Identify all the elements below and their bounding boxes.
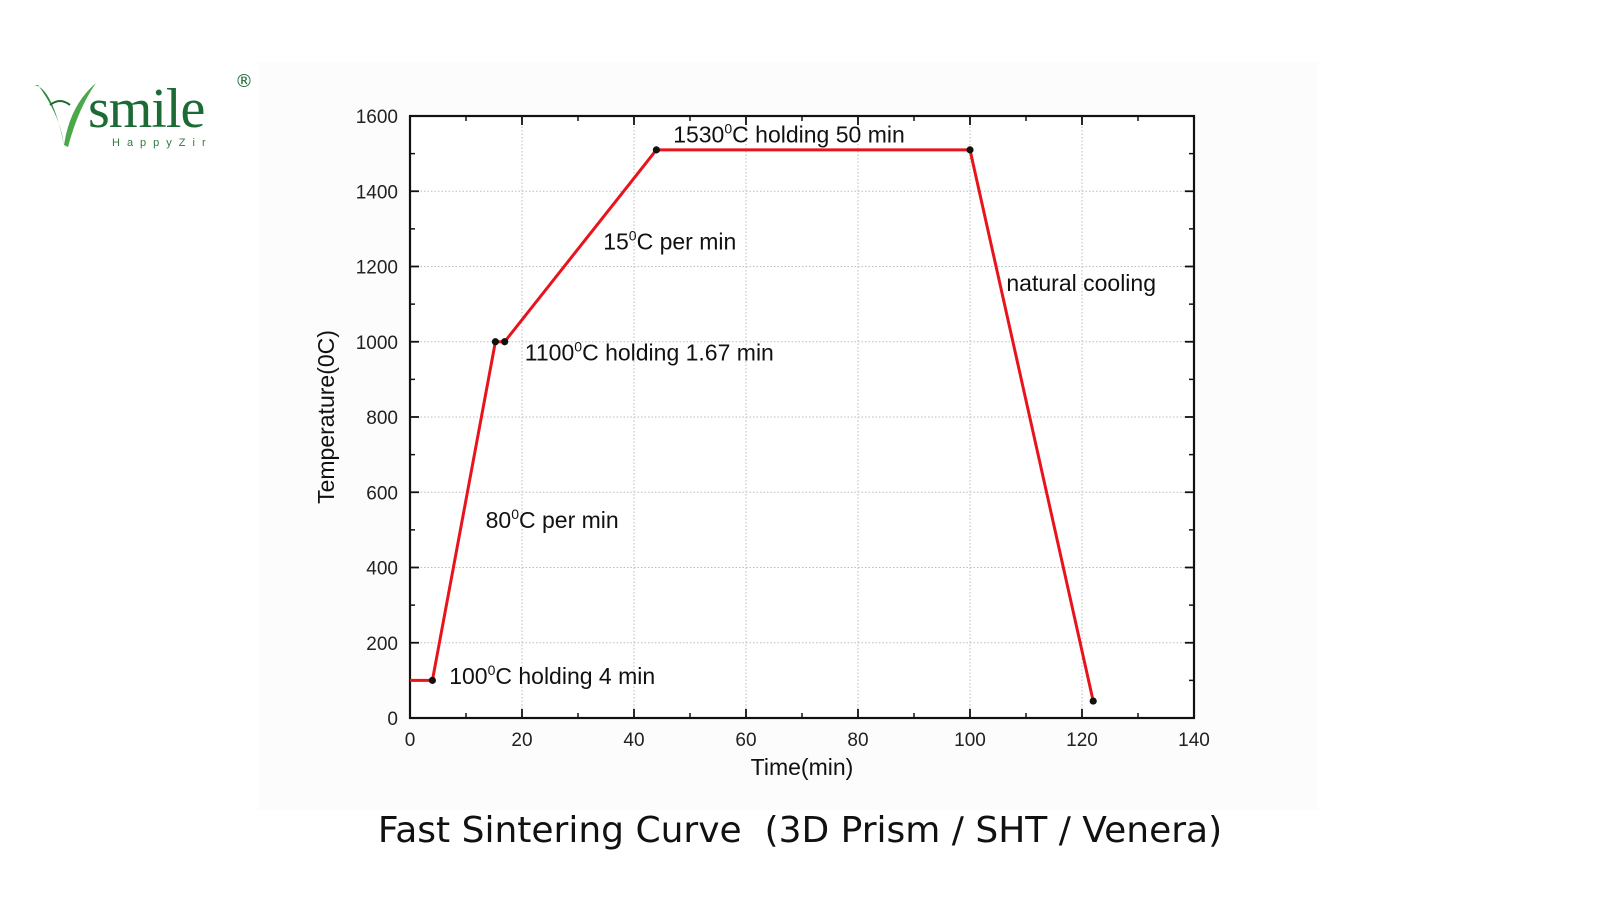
logo: smile ® HappyZir [30,71,260,165]
plot-frame [408,114,1196,720]
y-tick-label: 1000 [356,333,398,354]
y-axis-label: Temperature(0C) [313,330,339,504]
x-tick-label: 0 [405,730,416,751]
data-point-marker [428,676,436,684]
x-tick-label: 140 [1178,730,1210,751]
data-point-marker [652,146,660,154]
y-tick-label: 0 [387,709,398,730]
registered-mark: ® [235,71,253,92]
x-tick-label: 120 [1066,730,1098,751]
annotation-label: 11000C holding 1.67 min [525,339,774,366]
y-tick-label: 1400 [356,182,398,203]
y-tick-label: 400 [366,559,398,580]
chart-caption: Fast Sintering Curve (3D Prism / SHT / V… [377,810,1223,851]
y-tick-label: 800 [366,408,398,429]
leaf-v-icon [34,83,96,147]
chart-panel: 0 20 40 60 80 100 120 140 0 200 400 600 800 1000 1200 1… [258,62,1318,810]
sintering-chart: 0 20 40 60 80 100 120 1400200400600800100012001… [313,107,1210,780]
y-tick-label: 1200 [356,258,398,279]
x-tick-label: 100 [954,730,986,751]
y-tick-label: 600 [366,483,398,504]
data-point-marker [1089,697,1097,705]
x-tick-label: 80 [847,730,868,751]
x-tick-label: 60 [735,730,756,751]
data-point-marker [966,146,974,154]
annotation-label: 150C per min [603,228,736,255]
y-tick-label: 200 [366,634,398,655]
logo-tagline: HappyZir [112,137,213,149]
x-axis-label: Time(min) [751,754,854,780]
x-tick-label: 20 [511,730,532,751]
data-point-marker [501,338,509,346]
annotation-label: natural cooling [1006,270,1156,296]
annotation-label: 15300C holding 50 min [673,120,905,147]
y-tick-label: 1600 [356,107,398,128]
annotation-label: 800C per min [486,506,619,533]
logo-wordmark: smile [88,78,205,140]
data-point-marker [491,338,499,346]
annotation-label: 1000C holding 4 min [449,662,655,689]
x-tick-label: 40 [623,730,644,751]
